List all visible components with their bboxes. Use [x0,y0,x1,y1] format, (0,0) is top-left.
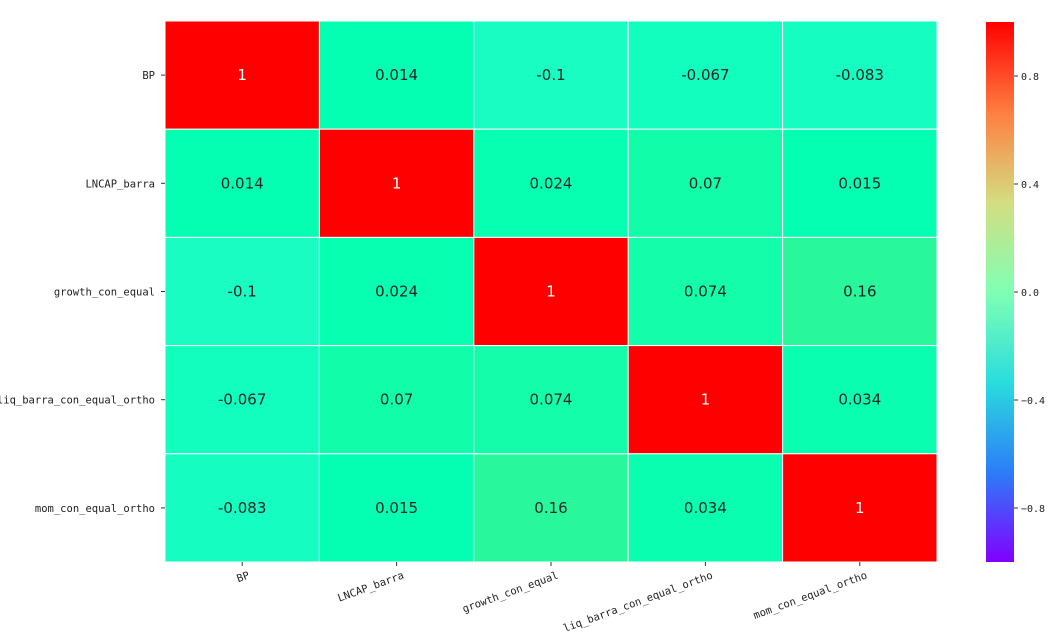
cell-value-label: 0.16 [534,499,567,517]
cell-value-label: 0.07 [689,174,722,192]
heatmap-cell [782,345,938,455]
colorbar-tick-label: 0.0 [1021,288,1039,299]
y-tick-label: growth_con_equal [54,287,155,299]
colorbar-tick-label: −0.4 [1021,396,1045,407]
y-tick-label: LNCAP_barra [85,178,155,190]
cell-value-label: -0.067 [681,66,729,84]
heatmap-cell [627,345,784,455]
heatmap-cell [627,20,784,130]
colorbar: 0.8 0.4 0.0 −0.4 −0.8 [986,22,1045,562]
cell-value-label: 0.015 [375,499,418,517]
cell-value-label: 0.014 [375,66,418,84]
heatmap-cell [318,20,475,130]
x-tick-label: LNCAP_barra [336,570,405,605]
y-tick-label: BP [142,70,155,82]
y-tick-labels: BP LNCAP_barra growth_con_equal liq_barra_c… [0,70,165,515]
heatmap-cell [473,20,629,130]
x-tick-label: mom_con_equal_ortho [752,570,869,622]
cell-value-label: 0.074 [530,391,573,409]
y-tick-label: mom_con_equal_ortho [35,503,155,515]
heatmap-cell-labels: 1 0.014 -0.1 -0.067 -0.083 0.014 1 0.024 0.07 0.0… [218,66,884,517]
x-tick-labels: BP LNCAP_barra growth_con_equal liq_barra_c… [235,562,869,633]
cell-value-label: 0.034 [684,499,727,517]
heatmap-cell [318,453,475,563]
heatmap-cell [318,345,475,455]
colorbar-tick-label: −0.8 [1021,504,1045,515]
cell-value-label: -0.067 [218,391,266,409]
cell-value-label: -0.1 [536,66,565,84]
y-tick-label: liq_barra_con_equal_ortho [0,395,155,407]
cell-value-label: -0.083 [218,499,266,517]
heatmap-cell [473,128,629,238]
heatmap-cell [164,128,320,238]
cell-value-label: -0.083 [836,66,884,84]
cell-value-label: 0.034 [838,391,881,409]
cell-value-label: 0.07 [380,391,413,409]
cell-value-label: 1 [701,391,711,409]
cell-value-label: 1 [855,499,865,517]
colorbar-tick-label: 0.4 [1021,180,1039,191]
heatmap-cell [782,20,938,130]
cell-value-label: 0.16 [843,283,876,301]
heatmap-cell [473,236,629,347]
heatmap-cell [782,453,938,563]
cell-value-label: 1 [392,174,402,192]
cell-value-label: 1 [237,66,247,84]
heatmap-cell [318,236,475,347]
x-tick-label: liq_barra_con_equal_ortho [562,570,715,633]
x-tick-label: BP [235,570,251,586]
heatmap-cell [782,236,938,347]
cell-value-label: 0.024 [375,283,418,301]
cell-value-label: -0.1 [228,283,257,301]
cell-value-label: 1 [546,283,556,301]
heatmap-cell [473,345,629,455]
heatmap-cell [473,453,629,563]
colorbar-gradient [986,22,1014,562]
cell-value-label: 0.015 [838,174,881,192]
colorbar-tick-label: 0.8 [1021,72,1039,83]
heatmap-cell [782,128,938,238]
cell-value-label: 0.024 [530,174,573,192]
x-tick-label: growth_con_equal [461,570,560,616]
cell-value-label: 0.074 [684,283,727,301]
heatmap-cell [164,20,320,130]
heatmap-cell [164,453,320,563]
heatmap-cell [627,236,784,347]
heatmap-cells [164,20,938,563]
cell-value-label: 0.014 [221,174,264,192]
